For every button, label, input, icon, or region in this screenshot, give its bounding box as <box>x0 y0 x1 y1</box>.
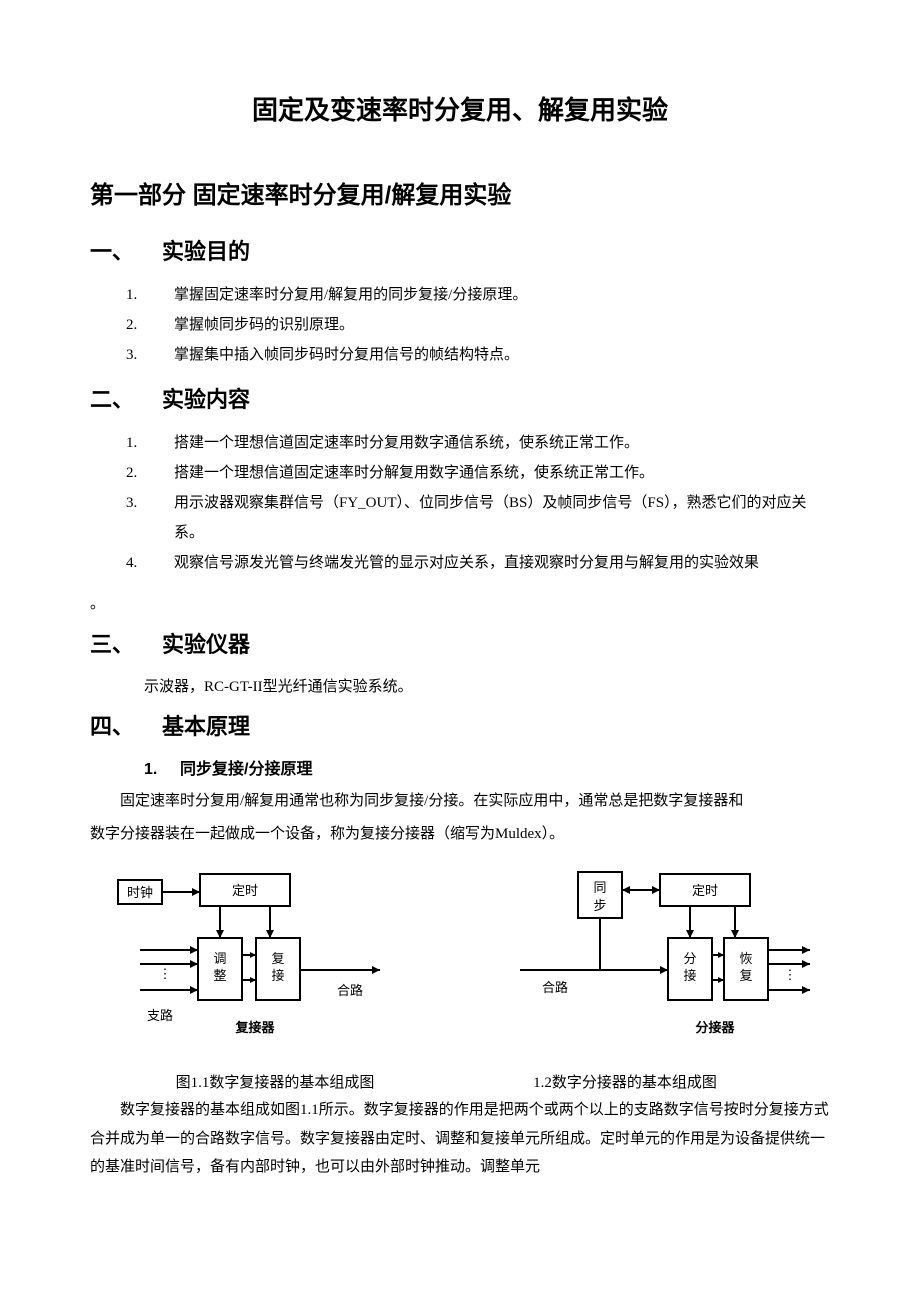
paragraph-1: 固定速率时分复用/解复用通常也称为同步复接/分接。在实际应用中，通常总是把数字复… <box>90 787 830 816</box>
content-list: 1.搭建一个理想信道固定速率时分复用数字通信系统，使系统正常工作。 2.搭建一个… <box>90 428 830 578</box>
svg-text:合路: 合路 <box>337 983 363 998</box>
svg-text:调: 调 <box>213 951 226 966</box>
section-1-label: 实验目的 <box>162 239 250 264</box>
subsection-1: 1.同步复接/分接原理 <box>90 755 830 779</box>
purpose-list: 1.掌握固定速率时分复用/解复用的同步复接/分接原理。 2.掌握帧同步码的识别原… <box>90 280 830 370</box>
content-tail: 。 <box>90 590 830 619</box>
svg-text:整: 整 <box>213 968 226 983</box>
paragraph-2: 数字分接器装在一起做成一个设备，称为复接分接器（缩写为Muldex）。 <box>90 820 830 849</box>
list-item: 4.观察信号源发光管与终端发光管的显示对应关系，直接观察时分复用与解复用的实验效… <box>120 548 830 578</box>
list-text: 搭建一个理想信道固定速率时分解复用数字通信系统，使系统正常工作。 <box>174 465 654 481</box>
caption-2: 1.2数字分接器的基本组成图 <box>450 1071 830 1092</box>
caption-1: 图1.1数字复接器的基本组成图 <box>90 1071 450 1092</box>
section-2-label: 实验内容 <box>162 387 250 412</box>
svg-text:定时: 定时 <box>232 883 258 898</box>
diagram-row: 时钟 定时 调 整 复 接 <box>90 860 830 1065</box>
svg-text:恢: 恢 <box>739 951 752 966</box>
subsection-1-num: 1. <box>144 761 180 779</box>
svg-text:合路: 合路 <box>542 980 568 995</box>
list-num: 1. <box>150 280 174 310</box>
svg-text:分: 分 <box>683 951 696 966</box>
svg-text:复: 复 <box>739 968 752 983</box>
section-4-num: 四、 <box>90 709 162 741</box>
list-text: 用示波器观察集群信号（FY_OUT）、位同步信号（BS）及帧同步信号（FS），熟… <box>174 495 807 541</box>
svg-text:接: 接 <box>683 968 696 983</box>
section-1-num: 一、 <box>90 234 162 266</box>
section-2-heading: 二、实验内容 <box>90 382 830 414</box>
svg-text:同: 同 <box>593 880 606 895</box>
subsection-1-label: 同步复接/分接原理 <box>180 761 312 778</box>
list-text: 掌握集中插入帧同步码时分复用信号的帧结构特点。 <box>174 347 519 363</box>
section-4-heading: 四、基本原理 <box>90 709 830 741</box>
diagram-mux: 时钟 定时 调 整 复 接 <box>90 860 420 1065</box>
document-title: 固定及变速率时分复用、解复用实验 <box>90 90 830 127</box>
section-3-label: 实验仪器 <box>162 632 250 657</box>
list-num: 2. <box>150 310 174 340</box>
list-text: 搭建一个理想信道固定速率时分复用数字通信系统，使系统正常工作。 <box>174 435 639 451</box>
section-1-heading: 一、实验目的 <box>90 234 830 266</box>
svg-text:分接器: 分接器 <box>695 1020 735 1035</box>
svg-text:⋮: ⋮ <box>159 966 172 981</box>
list-num: 4. <box>150 548 174 578</box>
svg-text:步: 步 <box>593 898 606 913</box>
list-num: 1. <box>150 428 174 458</box>
paragraph-3: 数字复接器的基本组成如图1.1所示。数字复接器的作用是把两个或两个以上的支路数字… <box>90 1096 830 1182</box>
list-item: 1.掌握固定速率时分复用/解复用的同步复接/分接原理。 <box>120 280 830 310</box>
svg-text:接: 接 <box>271 968 284 983</box>
svg-text:定时: 定时 <box>692 883 718 898</box>
list-text: 掌握固定速率时分复用/解复用的同步复接/分接原理。 <box>174 287 527 303</box>
diagram-demux: 同 步 定时 分 接 <box>500 860 830 1065</box>
section-3-num: 三、 <box>90 627 162 659</box>
list-item: 3.用示波器观察集群信号（FY_OUT）、位同步信号（BS）及帧同步信号（FS）… <box>120 488 830 548</box>
list-num: 2. <box>150 458 174 488</box>
section-2-num: 二、 <box>90 382 162 414</box>
part-heading: 第一部分 固定速率时分复用/解复用实验 <box>90 175 830 210</box>
list-text: 掌握帧同步码的识别原理。 <box>174 317 354 333</box>
list-item: 2.搭建一个理想信道固定速率时分解复用数字通信系统，使系统正常工作。 <box>120 458 830 488</box>
svg-text:支路: 支路 <box>147 1008 173 1023</box>
list-num: 3. <box>150 340 174 370</box>
list-item: 3.掌握集中插入帧同步码时分复用信号的帧结构特点。 <box>120 340 830 370</box>
section-3-heading: 三、实验仪器 <box>90 627 830 659</box>
section-4-label: 基本原理 <box>162 714 250 739</box>
list-num: 3. <box>150 488 174 518</box>
svg-text:复: 复 <box>271 951 284 966</box>
svg-text:⋮: ⋮ <box>784 967 797 982</box>
svg-text:复接器: 复接器 <box>234 1020 275 1035</box>
instruments-text: 示波器，RC-GT-II型光纤通信实验系统。 <box>90 673 830 702</box>
list-text: 观察信号源发光管与终端发光管的显示对应关系，直接观察时分复用与解复用的实验效果 <box>174 555 759 571</box>
list-item: 1.搭建一个理想信道固定速率时分复用数字通信系统，使系统正常工作。 <box>120 428 830 458</box>
svg-text:时钟: 时钟 <box>127 885 153 900</box>
list-item: 2.掌握帧同步码的识别原理。 <box>120 310 830 340</box>
caption-row: 图1.1数字复接器的基本组成图 1.2数字分接器的基本组成图 <box>90 1071 830 1092</box>
